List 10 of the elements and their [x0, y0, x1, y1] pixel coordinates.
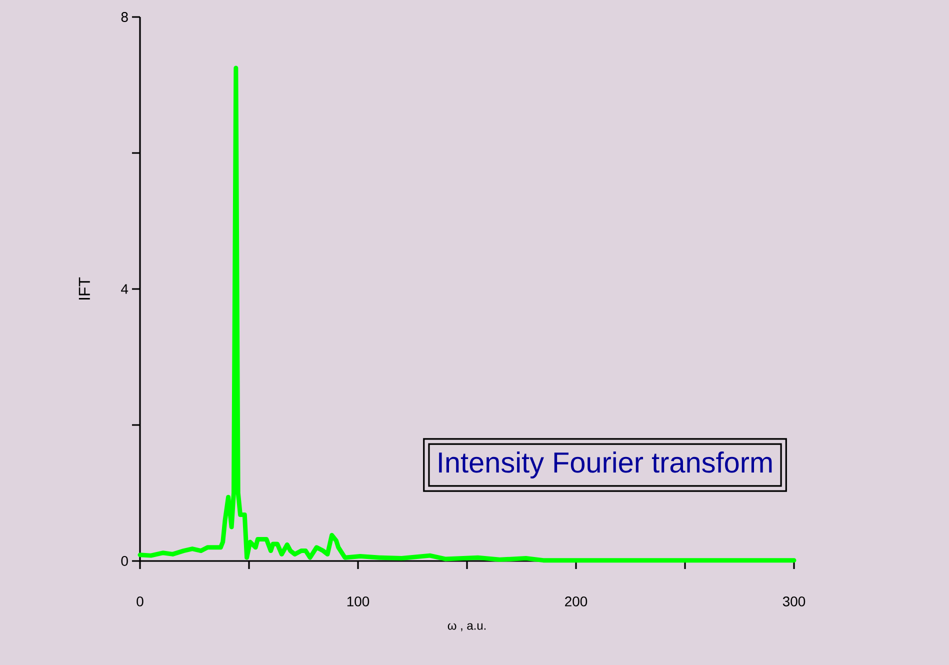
x-tick-label: 0 [136, 596, 144, 606]
x-tick-label: 100 [347, 596, 370, 606]
x-tick-label: 300 [782, 596, 806, 606]
annotation: Intensity Fourier transform [439, 452, 772, 478]
y-axis-title: IFT [78, 277, 90, 300]
x-tick-label: 200 [565, 596, 588, 606]
y-tick-label: 8 [121, 12, 128, 22]
x-axis-title: ω , a.u. [448, 623, 486, 632]
y-tick-label: 4 [121, 284, 128, 294]
y-tick-label: 0 [121, 556, 128, 566]
